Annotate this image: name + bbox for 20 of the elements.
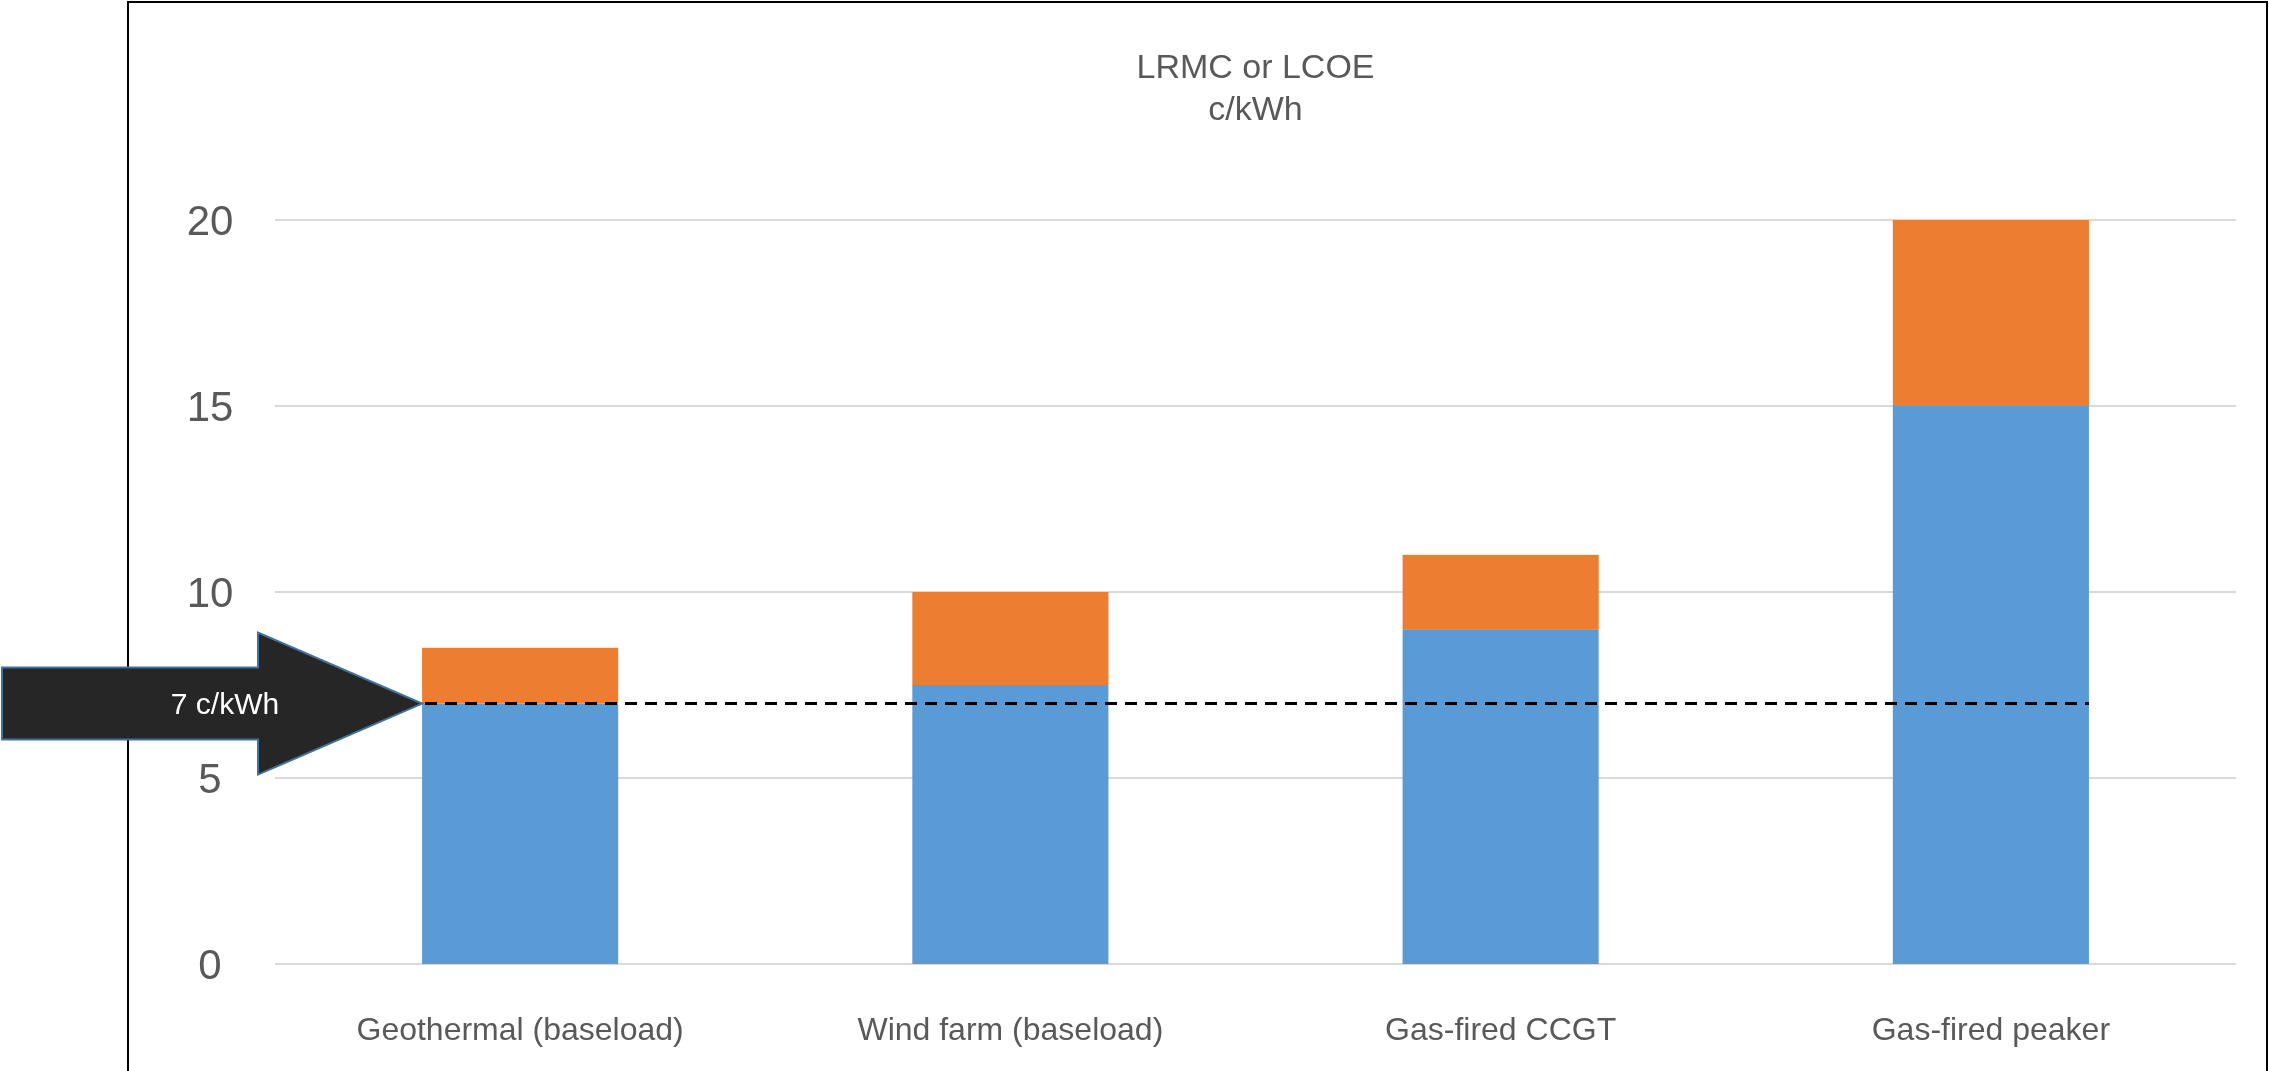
bar xyxy=(912,592,1109,685)
y-tick-label: 10 xyxy=(186,568,234,616)
bar xyxy=(422,647,619,704)
chart-title: LRMC or LCOE xyxy=(1136,47,1375,85)
y-tick-label: 15 xyxy=(186,382,234,430)
bar xyxy=(1892,220,2089,406)
chart-subtitle: c/kWh xyxy=(1208,89,1303,127)
ref-line-label: 7 c/kWh xyxy=(170,687,280,721)
x-tick-label: Gas-fired CCGT xyxy=(1385,1011,1617,1047)
y-tick-label: 20 xyxy=(186,196,234,244)
x-tick-label: Wind farm (baseload) xyxy=(857,1011,1164,1047)
x-tick-label: Geothermal (baseload) xyxy=(356,1011,684,1047)
x-tick-label: Gas-fired peaker xyxy=(1871,1011,2111,1047)
bar xyxy=(912,685,1109,964)
bar xyxy=(422,703,619,964)
y-tick-label: 0 xyxy=(198,940,222,988)
bar xyxy=(1402,629,1599,964)
bar xyxy=(1892,406,2089,964)
bar xyxy=(1402,554,1599,630)
y-tick-label: 5 xyxy=(198,754,222,802)
